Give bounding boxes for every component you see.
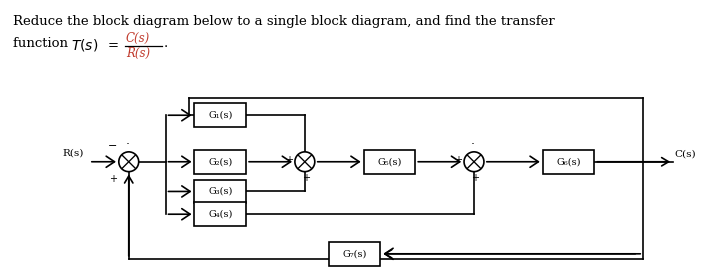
Bar bbox=[195, 202, 246, 226]
Text: G₇(s): G₇(s) bbox=[342, 249, 367, 258]
Bar bbox=[329, 242, 381, 266]
Text: C(s): C(s) bbox=[674, 150, 696, 159]
Text: $T(s)$: $T(s)$ bbox=[71, 37, 99, 53]
Bar bbox=[195, 103, 246, 127]
Bar bbox=[364, 150, 415, 174]
Text: $=$: $=$ bbox=[105, 37, 119, 50]
Text: +: + bbox=[302, 173, 310, 183]
Text: G₁(s): G₁(s) bbox=[208, 111, 232, 120]
Text: +: + bbox=[109, 174, 117, 184]
Text: −: − bbox=[107, 141, 117, 151]
Text: +: + bbox=[285, 155, 293, 165]
Text: G₆(s): G₆(s) bbox=[556, 157, 581, 166]
Text: G₄(s): G₄(s) bbox=[208, 210, 232, 219]
Text: R(s): R(s) bbox=[62, 149, 84, 158]
Bar bbox=[195, 180, 246, 203]
Text: G₃(s): G₃(s) bbox=[208, 187, 232, 196]
Text: C(s): C(s) bbox=[126, 32, 150, 45]
Circle shape bbox=[119, 152, 138, 172]
Text: .: . bbox=[163, 37, 168, 50]
Text: G₂(s): G₂(s) bbox=[208, 157, 232, 166]
Circle shape bbox=[464, 152, 484, 172]
Circle shape bbox=[295, 152, 315, 172]
Text: function: function bbox=[13, 37, 72, 50]
Bar bbox=[195, 150, 246, 174]
Text: +: + bbox=[471, 173, 479, 183]
Text: G₅(s): G₅(s) bbox=[377, 157, 402, 166]
Text: ·: · bbox=[126, 138, 130, 151]
Text: ·: · bbox=[471, 138, 475, 151]
Text: R(s): R(s) bbox=[126, 47, 150, 60]
Text: Reduce the block diagram below to a single block diagram, and find the transfer: Reduce the block diagram below to a sing… bbox=[13, 15, 555, 28]
Bar bbox=[542, 150, 594, 174]
Text: +: + bbox=[454, 155, 462, 165]
